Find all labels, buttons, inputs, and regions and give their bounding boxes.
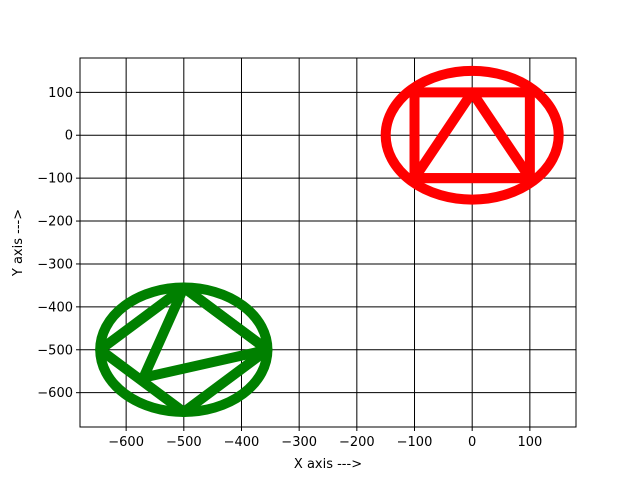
x-tick-label: −200 <box>339 435 375 450</box>
y-axis-label: Y axis ---> <box>11 209 26 277</box>
x-tick-label: −600 <box>108 435 144 450</box>
y-tick-label: −500 <box>37 343 73 358</box>
x-tick-label: 100 <box>517 435 542 450</box>
triangle-shape <box>409 87 535 184</box>
y-tick-label: −400 <box>37 300 73 315</box>
triangle-shape <box>138 282 273 383</box>
y-tick-label: −300 <box>37 257 73 272</box>
y-tick-label: 0 <box>65 129 73 144</box>
plot-shapes <box>95 65 564 417</box>
x-tick-label: 0 <box>468 435 476 450</box>
y-tick-label: 100 <box>48 86 73 101</box>
plot-frame <box>79 57 577 428</box>
x-tick-label: −100 <box>397 435 433 450</box>
y-tick-label: −600 <box>37 386 73 401</box>
ticks: −600 −500 −400 −300 −200 −100 0 100 100 0 −100 −200… <box>37 86 542 450</box>
y-tick-label: −200 <box>37 215 73 230</box>
x-tick-label: −500 <box>166 435 202 450</box>
x-tick-label: −300 <box>281 435 317 450</box>
y-tick-label: −100 <box>37 172 73 187</box>
x-axis-label: X axis ---> <box>294 457 362 472</box>
circle-shape <box>380 65 564 205</box>
x-tick-label: −400 <box>224 435 260 450</box>
